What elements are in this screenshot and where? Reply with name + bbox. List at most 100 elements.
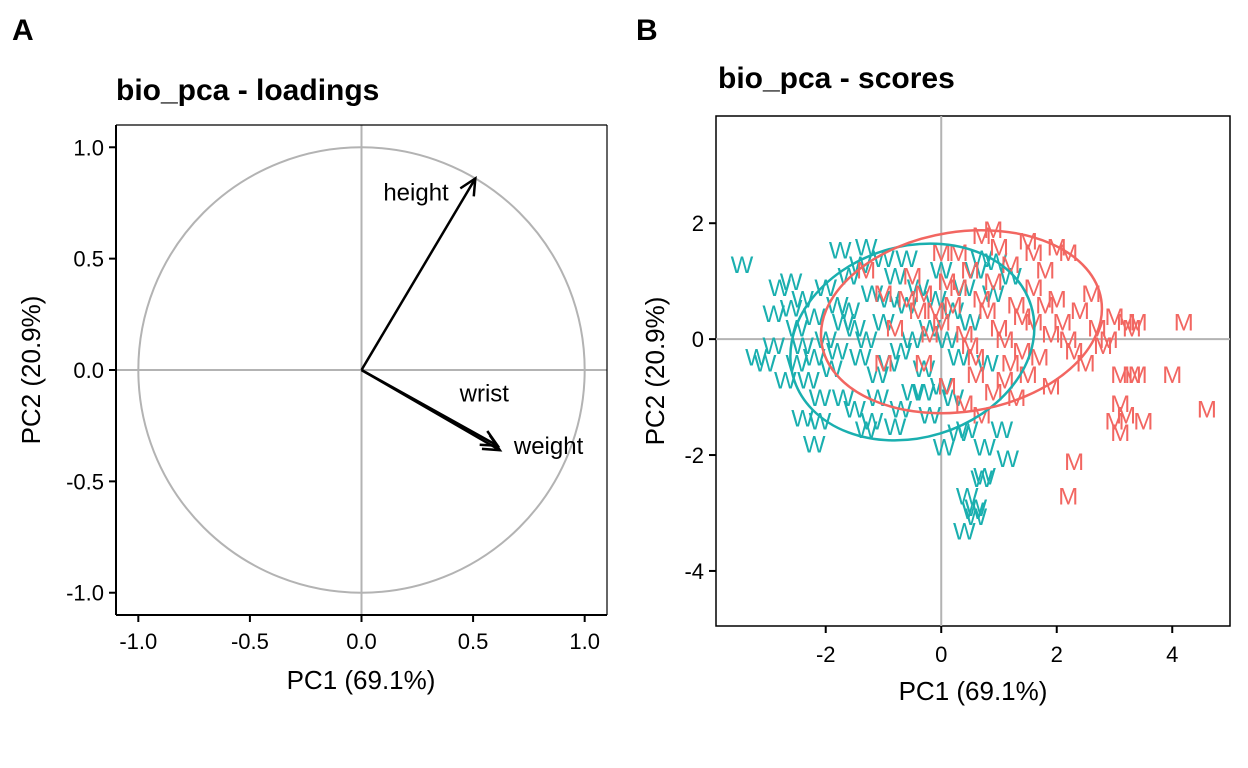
score-point-M: M xyxy=(1081,281,1101,308)
score-point-M: M xyxy=(960,258,980,285)
score-point-M: M xyxy=(1133,408,1153,435)
score-point-M: M xyxy=(1122,316,1142,343)
score-point-W: W xyxy=(786,350,809,377)
score-point-W: W xyxy=(843,397,866,424)
score-point-W: W xyxy=(956,417,979,444)
panel-a-y-tick-label: -0.5 xyxy=(66,469,104,494)
score-point-M: M xyxy=(920,321,940,348)
score-point-W: W xyxy=(933,434,956,461)
score-point-W: W xyxy=(953,275,976,302)
score-point-W: W xyxy=(745,345,768,372)
score-point-W: W xyxy=(878,287,901,314)
panel-b-y-axis-label: PC2 (20.9%) xyxy=(640,297,670,446)
panel-b-x-axis-label: PC1 (69.1%) xyxy=(899,676,1048,706)
score-point-M: M xyxy=(989,316,1009,343)
score-point-W: W xyxy=(849,345,872,372)
score-point-W: W xyxy=(973,463,996,490)
score-point-W: W xyxy=(901,327,924,354)
score-point-W: W xyxy=(832,385,855,412)
score-point-M: M xyxy=(931,310,951,337)
score-point-W: W xyxy=(803,304,826,331)
panel-b-x-tick-label: 4 xyxy=(1166,642,1178,667)
score-point-W: W xyxy=(965,258,988,285)
panel-b-plot-border xyxy=(715,115,1231,627)
loading-label-wrist: wrist xyxy=(459,381,510,408)
score-point-M: M xyxy=(1110,391,1130,418)
score-point-M: M xyxy=(966,362,986,389)
score-point-W: W xyxy=(861,281,884,308)
panel-a-title: bio_pca - loadings xyxy=(116,74,379,107)
score-point-W: W xyxy=(791,333,814,360)
panel-b-x-tick-label: -2 xyxy=(816,642,836,667)
score-point-W: W xyxy=(976,350,999,377)
score-point-M: M xyxy=(966,345,986,372)
panel-a-x-tick-label: -0.5 xyxy=(231,629,269,654)
panel-b-group-ellipses xyxy=(789,229,1104,442)
score-point-M: M xyxy=(1024,275,1044,302)
score-point-M: M xyxy=(1035,292,1055,319)
panel-a-unit-circle xyxy=(137,146,586,594)
panel-a-y-tick-label: 0.5 xyxy=(73,247,104,272)
score-point-W: W xyxy=(866,362,889,389)
score-point-W: W xyxy=(861,408,884,435)
loading-arrow-weight: weight xyxy=(360,368,584,460)
score-point-M: M xyxy=(1029,345,1049,372)
score-point-M: M xyxy=(1116,310,1136,337)
score-point-M: M xyxy=(1047,234,1067,261)
panel-b-title: bio_pca - scores xyxy=(718,62,955,95)
panel-a-correlation-circle xyxy=(137,146,586,594)
loading-label-height: height xyxy=(383,179,449,206)
score-point-W: W xyxy=(814,275,837,302)
score-point-W: W xyxy=(973,434,996,461)
score-point-W: W xyxy=(970,466,993,493)
panel-a-x-tick-label: 0.0 xyxy=(346,629,377,654)
panel-a-x-ticks: -1.0 -0.5 0.0 0.5 1.0 xyxy=(119,615,600,654)
score-point-M: M xyxy=(931,240,951,267)
score-point-W: W xyxy=(901,379,924,406)
score-point-M: M xyxy=(1064,449,1084,476)
score-point-W: W xyxy=(889,339,912,366)
panel-b-y-ticks: 2 0 -2 -4 xyxy=(684,211,716,584)
score-point-M: M xyxy=(914,350,934,377)
score-point-M: M xyxy=(989,234,1009,261)
panel-b-y-tick-label: 2 xyxy=(692,211,704,236)
panel-a-x-tick-label: 0.5 xyxy=(458,629,489,654)
score-point-W: W xyxy=(855,327,878,354)
score-point-M: M xyxy=(1024,240,1044,267)
score-point-M: M xyxy=(1041,321,1061,348)
score-point-W: W xyxy=(762,301,785,328)
panel-a-x-axis-label: PC1 (69.1%) xyxy=(287,665,436,695)
score-point-M: M xyxy=(914,281,934,308)
score-point-M: M xyxy=(1104,408,1124,435)
score-point-W: W xyxy=(918,402,941,429)
panel-a-x-tick-label: -1.0 xyxy=(119,629,157,654)
score-point-M: M xyxy=(856,258,876,285)
score-point-M: M xyxy=(1116,402,1136,429)
panel-b-y-tick-label: 0 xyxy=(692,327,704,352)
score-point-W: W xyxy=(956,484,979,511)
confidence-ellipse-W xyxy=(789,242,1036,442)
score-point-W: W xyxy=(913,356,936,383)
panel-b-x-tick-label: 2 xyxy=(1051,642,1063,667)
loading-arrow-height: height xyxy=(360,175,477,371)
score-point-W: W xyxy=(843,316,866,343)
loading-arrow-head xyxy=(481,434,503,452)
score-point-W: W xyxy=(982,281,1005,308)
score-point-M: M xyxy=(937,373,957,400)
score-point-W: W xyxy=(803,345,826,372)
score-point-M: M xyxy=(873,281,893,308)
score-point-M: M xyxy=(1006,292,1026,319)
score-point-W: W xyxy=(996,446,1019,473)
panel-label-b: B xyxy=(636,14,658,47)
score-point-W: W xyxy=(947,420,970,447)
score-point-M: M xyxy=(972,402,992,429)
score-point-M: M xyxy=(977,298,997,325)
score-point-M: M xyxy=(1104,304,1124,331)
score-point-W: W xyxy=(786,316,809,343)
panel-b-x-ticks: -2 0 2 4 xyxy=(816,626,1178,667)
score-point-M: M xyxy=(1001,252,1021,279)
score-point-W: W xyxy=(803,431,826,458)
